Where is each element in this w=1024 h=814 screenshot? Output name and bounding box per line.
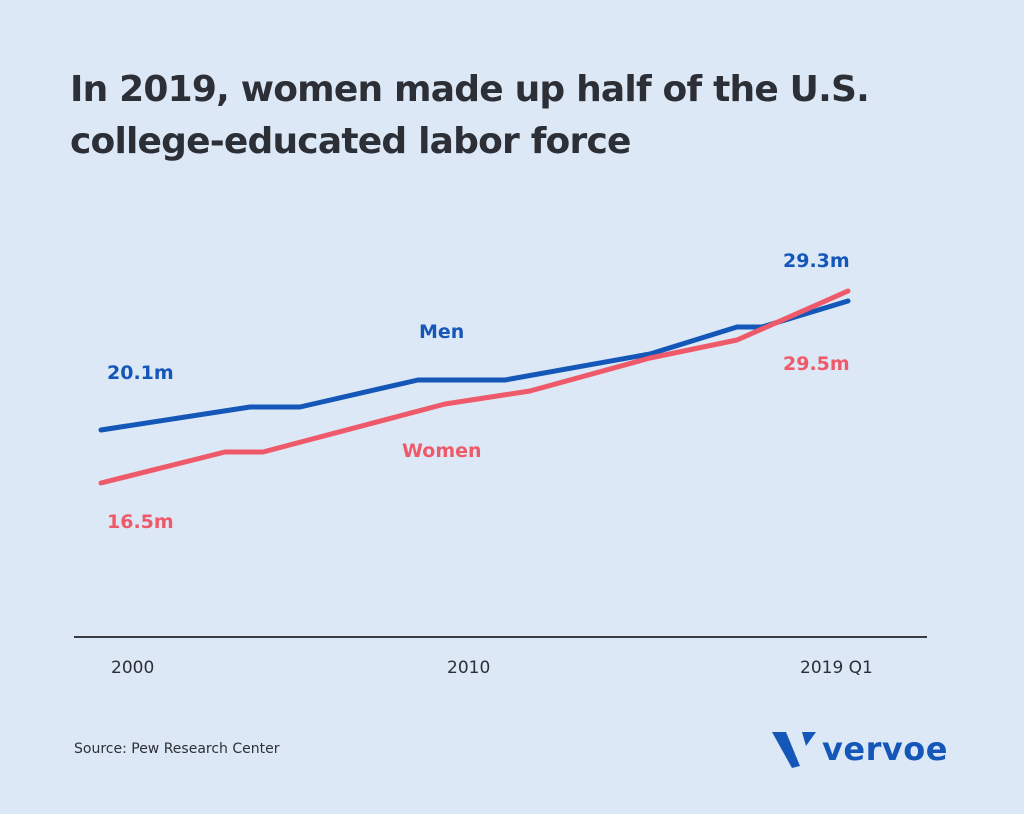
source-note: Source: Pew Research Center [74,741,280,757]
men-start-value: 20.1m [107,362,174,384]
x-tick-2000: 2000 [111,658,155,678]
women-series-label: Women [402,440,482,462]
men-line [98,298,851,433]
women-line [98,288,851,486]
brand-name: vervoe [822,730,948,768]
vervoe-logo: vervoe [772,730,948,768]
vervoe-v-icon [772,732,816,768]
men-end-value: 29.3m [783,250,850,272]
men-series-label: Men [419,321,465,343]
women-start-value: 16.5m [107,511,174,533]
x-tick-2010: 2010 [447,658,491,678]
x-tick-2019q1: 2019 Q1 [800,658,873,678]
chart-title: In 2019, women made up half of the U.S. … [70,69,870,162]
women-end-value: 29.5m [783,353,850,375]
